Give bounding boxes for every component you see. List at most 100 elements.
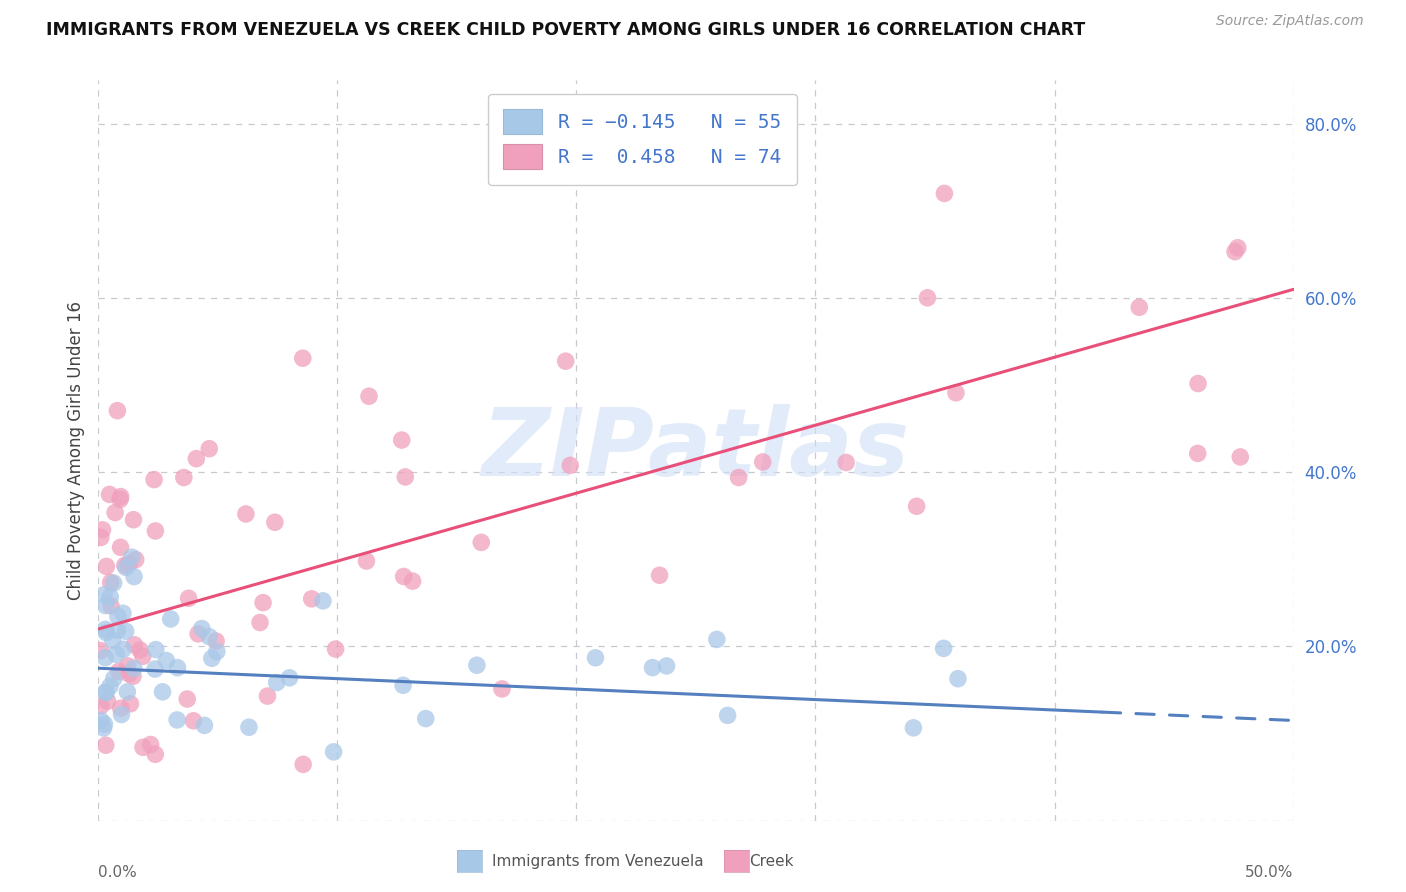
Point (166, 713, 188, 727)
Point (391, 433, 413, 447)
Point (401, 574, 423, 589)
Point (122, 661, 145, 675)
Point (554, 354, 576, 368)
Point (114, 558, 136, 573)
Point (641, 660, 664, 674)
Point (415, 712, 437, 726)
Point (191, 622, 214, 636)
Point (94, 623, 117, 637)
Point (132, 740, 155, 755)
Point (117, 685, 139, 699)
Point (94, 738, 117, 752)
Point (152, 685, 174, 699)
Point (143, 747, 166, 762)
Point (159, 612, 181, 626)
Point (114, 624, 136, 639)
Point (1187, 446, 1209, 460)
Point (124, 638, 146, 652)
Point (187, 627, 209, 641)
Point (105, 624, 128, 638)
Point (110, 490, 132, 504)
Point (91, 523, 114, 537)
Point (110, 541, 132, 555)
Point (177, 591, 200, 606)
Point (394, 470, 416, 484)
Point (932, 641, 955, 656)
Point (96, 625, 118, 640)
Point (946, 672, 969, 686)
Point (249, 615, 271, 630)
Point (155, 654, 177, 668)
Point (357, 389, 380, 403)
Point (252, 596, 274, 610)
Point (238, 720, 260, 734)
Text: 0.0%: 0.0% (98, 865, 138, 880)
Point (98, 590, 121, 604)
Point (107, 609, 129, 624)
Point (263, 515, 285, 529)
Point (105, 648, 128, 662)
Point (183, 714, 205, 728)
Point (945, 385, 967, 400)
Point (717, 708, 740, 723)
Point (108, 492, 131, 507)
Point (107, 665, 129, 679)
Point (585, 650, 607, 665)
Point (706, 632, 728, 647)
Point (104, 506, 127, 520)
Point (90, 699, 112, 714)
Point (312, 594, 335, 608)
Point (96, 685, 118, 699)
Point (835, 455, 858, 469)
Point (122, 513, 145, 527)
Point (176, 692, 198, 706)
Point (93, 588, 115, 602)
Point (98, 679, 121, 693)
Point (325, 642, 347, 657)
Point (905, 500, 928, 514)
Point (90, 531, 112, 545)
Point (98, 487, 121, 501)
Point (392, 569, 415, 583)
Text: ZIPatlas: ZIPatlas (482, 404, 910, 497)
Point (173, 470, 195, 484)
Point (1187, 376, 1209, 391)
Point (205, 634, 228, 648)
Point (90, 714, 112, 728)
Point (96, 694, 118, 708)
Point (560, 458, 582, 473)
Point (256, 689, 278, 703)
Point (111, 607, 134, 621)
Point (129, 643, 152, 657)
Point (103, 672, 125, 686)
Point (118, 557, 141, 571)
Point (166, 661, 188, 675)
Point (139, 738, 162, 752)
Point (1223, 244, 1246, 259)
Point (1229, 450, 1251, 464)
Point (120, 697, 142, 711)
Point (465, 658, 488, 673)
Point (193, 718, 215, 732)
Point (205, 644, 228, 658)
Point (470, 535, 492, 549)
Point (107, 403, 129, 417)
Point (934, 186, 956, 201)
Point (491, 681, 513, 696)
Point (143, 662, 166, 676)
Point (356, 554, 378, 568)
Point (143, 473, 166, 487)
Point (93, 717, 115, 731)
Point (110, 701, 132, 715)
Point (201, 651, 224, 665)
Point (132, 649, 155, 664)
Point (235, 507, 257, 521)
Text: Source: ZipAtlas.com: Source: ZipAtlas.com (1216, 14, 1364, 29)
Point (101, 633, 124, 648)
Point (1128, 301, 1150, 315)
Point (94, 599, 117, 613)
Text: Creek: Creek (749, 855, 794, 869)
Point (301, 591, 323, 606)
Point (292, 757, 315, 772)
Point (727, 470, 749, 484)
